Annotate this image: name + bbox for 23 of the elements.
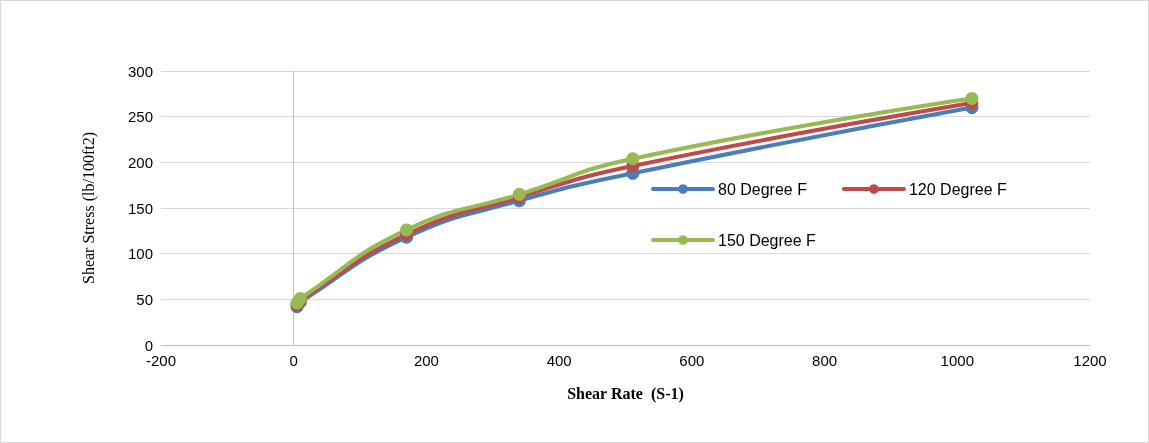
x-tick-label: 0	[289, 352, 298, 369]
y-tick-label: 0	[144, 336, 153, 354]
legend-label: 150 Degree F	[718, 231, 817, 249]
x-tick-label: 1200	[1073, 352, 1107, 369]
x-tick-label: 1000	[940, 352, 974, 369]
y-tick-label: 200	[127, 153, 153, 171]
point	[400, 223, 414, 237]
x-tick-label: 600	[679, 352, 705, 369]
legend-label: 120 Degree F	[908, 180, 1007, 198]
point	[626, 152, 640, 166]
legend-label: 80 Degree F	[718, 180, 808, 198]
y-tick-label: 250	[127, 108, 153, 126]
y-tick-label: 150	[127, 199, 153, 217]
x-tick-label: 400	[546, 352, 572, 369]
x-tick-label: -200	[145, 352, 177, 369]
y-axis-title: Shear Stress (lb/100ft2)	[79, 132, 98, 284]
x-tick-label: 800	[812, 352, 838, 369]
x-axis-title: Shear Rate (S-1)	[567, 384, 684, 403]
x-tick-label: 200	[413, 352, 439, 369]
y-tick-label: 100	[127, 245, 153, 263]
y-tick-label: 300	[127, 62, 153, 80]
y-tick-label: 50	[136, 290, 153, 308]
point	[965, 91, 979, 105]
